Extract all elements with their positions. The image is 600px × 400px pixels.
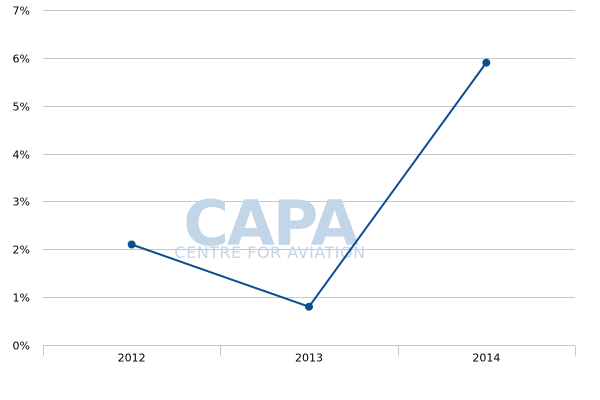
y-tick-label: 7% bbox=[13, 5, 30, 18]
series-line bbox=[131, 62, 488, 308]
capa-watermark: CAPA CENTRE FOR AVIATION bbox=[174, 187, 365, 262]
y-tick-label: 0% bbox=[13, 340, 30, 353]
axes bbox=[43, 345, 576, 356]
y-tick-label: 6% bbox=[13, 53, 30, 66]
data-point-2013 bbox=[305, 302, 313, 311]
y-tick-label: 2% bbox=[13, 244, 30, 257]
x-tick-label: 2012 bbox=[118, 352, 146, 365]
watermark-logo: CAPA bbox=[183, 187, 358, 260]
watermark-subtitle: CENTRE FOR AVIATION bbox=[174, 243, 365, 262]
y-tick-label: 5% bbox=[13, 101, 30, 114]
y-tick-label: 3% bbox=[13, 196, 30, 209]
x-tick-label: 2013 bbox=[295, 352, 323, 365]
y-tick-label: 4% bbox=[13, 149, 30, 162]
series-layer bbox=[127, 58, 491, 311]
x-tick-label: 2014 bbox=[472, 352, 500, 365]
gridlines bbox=[43, 10, 575, 298]
data-point-2014 bbox=[482, 58, 491, 67]
y-tick-label: 1% bbox=[13, 292, 30, 305]
y-axis-tick-labels: 0% 1% 2% 3% 4% 5% 6% 7% bbox=[13, 5, 30, 353]
data-point-2012 bbox=[127, 240, 136, 249]
x-axis-tick-labels: 2012 2013 2014 bbox=[118, 352, 501, 365]
